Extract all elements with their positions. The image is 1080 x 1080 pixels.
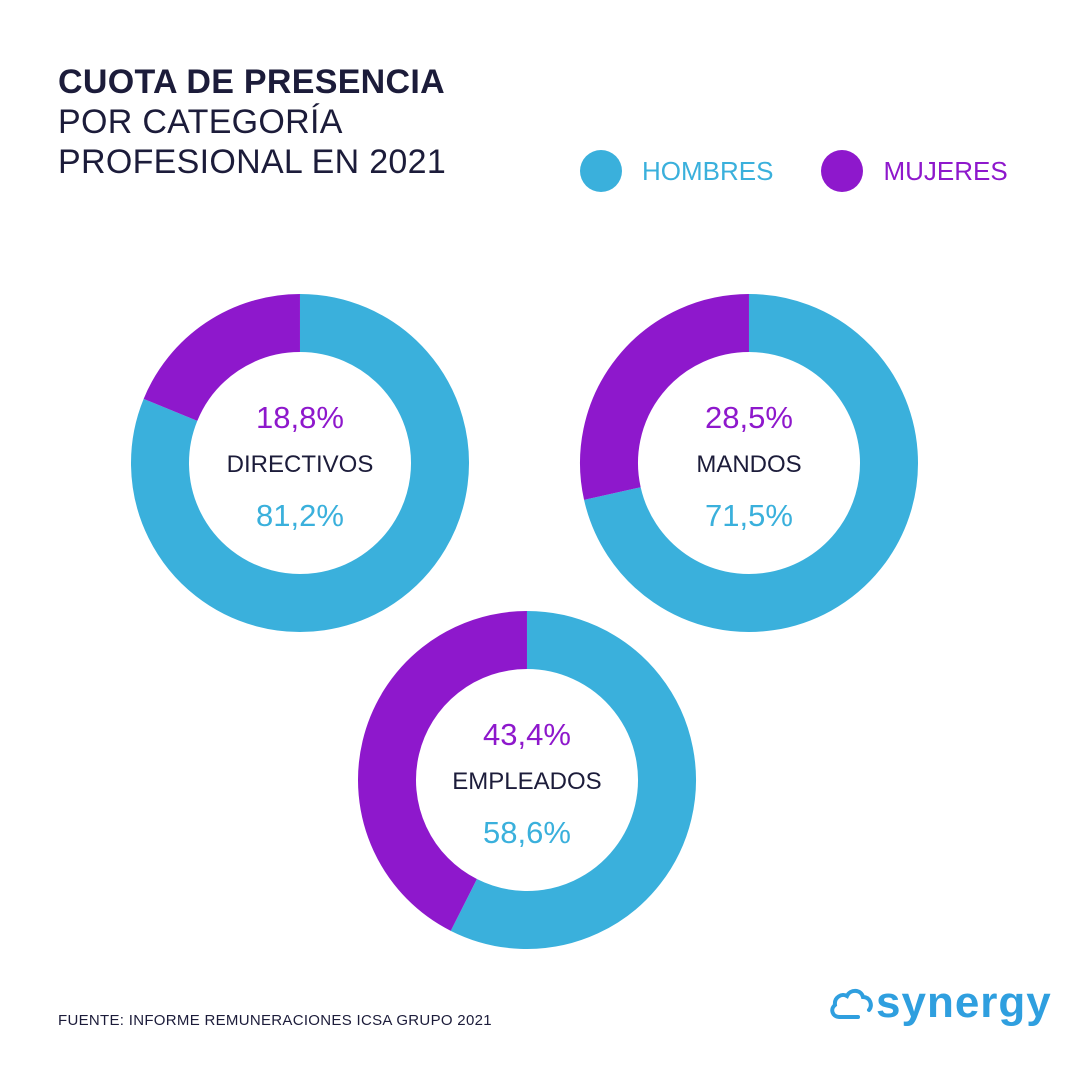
synergy-logo: synergy (828, 978, 1052, 1028)
legend-label-hombres: HOMBRES (642, 155, 774, 186)
slice-mujeres-empleados (358, 611, 528, 931)
chart-title: CUOTA DE PRESENCIA POR CATEGORÍA PROFESI… (58, 62, 446, 182)
data-label-mujeres-directivos: 18,8% (256, 400, 344, 435)
logo-text: synergy (876, 978, 1052, 1027)
donut-directivos: 18,8% DIRECTIVOS 81,2% (131, 294, 469, 632)
legend: HOMBRES MUJERES (580, 150, 1056, 192)
slice-hombres-mandos (584, 294, 918, 632)
category-label-directivos: DIRECTIVOS (227, 451, 374, 478)
slice-mujeres-directivos (143, 294, 301, 422)
legend-swatch-mujeres (821, 150, 864, 192)
legend-item-hombres: HOMBRES (580, 150, 773, 192)
data-label-hombres-directivos: 81,2% (256, 498, 344, 533)
title-line-2: POR CATEGORÍA (58, 103, 343, 141)
legend-item-mujeres: MUJERES (821, 150, 1008, 192)
data-label-mujeres-mandos: 28,5% (705, 400, 793, 435)
category-label-mandos: MANDOS (696, 451, 801, 478)
category-label-empleados: EMPLEADOS (452, 768, 601, 795)
data-label-mujeres-empleados: 43,4% (483, 717, 571, 752)
title-line-1: CUOTA DE PRESENCIA (58, 63, 445, 101)
data-label-hombres-mandos: 71,5% (705, 498, 793, 533)
slice-mujeres-mandos (580, 294, 750, 500)
legend-label-mujeres: MUJERES (883, 155, 1008, 186)
slice-hombres-directivos (131, 294, 469, 632)
donut-empleados: 43,4% EMPLEADOS 58,6% (358, 611, 696, 949)
source-note: FUENTE: INFORME REMUNERACIONES ICSA GRUP… (58, 1012, 492, 1029)
slice-hombres-empleados (450, 611, 696, 949)
cloud-icon (830, 988, 873, 1019)
data-label-hombres-empleados: 58,6% (483, 815, 571, 850)
legend-swatch-hombres (580, 150, 622, 192)
title-line-3: PROFESIONAL EN 2021 (58, 143, 447, 181)
donut-mandos: 28,5% MANDOS 71,5% (580, 294, 918, 632)
